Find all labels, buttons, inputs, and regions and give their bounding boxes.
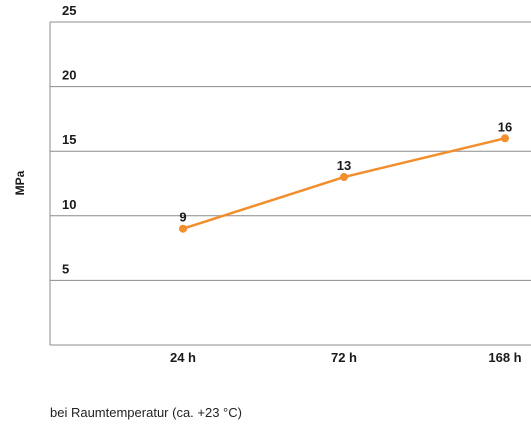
data-point-1 xyxy=(179,225,187,233)
y-tick-label-10: 10 xyxy=(62,197,76,212)
series-line-1 xyxy=(183,138,505,228)
chart-caption: bei Raumtemperatur (ca. +23 °C) xyxy=(50,405,242,420)
x-tick-label-3: 168 h xyxy=(488,350,521,365)
y-tick-label-5: 5 xyxy=(62,261,69,276)
x-tick-label-1: 24 h xyxy=(170,350,196,365)
y-axis-label: MPa xyxy=(13,170,27,195)
y-tick-label-20: 20 xyxy=(62,68,76,83)
data-label-2: 13 xyxy=(337,158,351,173)
axes xyxy=(50,22,531,345)
data-labels: 9 13 16 xyxy=(179,119,512,224)
data-label-3: 16 xyxy=(498,119,512,134)
data-label-1: 9 xyxy=(179,210,186,225)
y-tick-label-25: 25 xyxy=(62,3,76,18)
x-tick-labels: 24 h 72 h 168 h xyxy=(170,350,522,365)
gridlines xyxy=(50,22,531,280)
line-chart: 5 10 15 20 25 24 h 72 h 168 h 9 13 16 MPa xyxy=(0,0,531,400)
y-tick-labels: 5 10 15 20 25 xyxy=(62,3,76,276)
series xyxy=(179,134,509,232)
y-tick-label-15: 15 xyxy=(62,132,76,147)
data-point-2 xyxy=(340,173,348,181)
x-tick-label-2: 72 h xyxy=(331,350,357,365)
data-point-3 xyxy=(501,134,509,142)
